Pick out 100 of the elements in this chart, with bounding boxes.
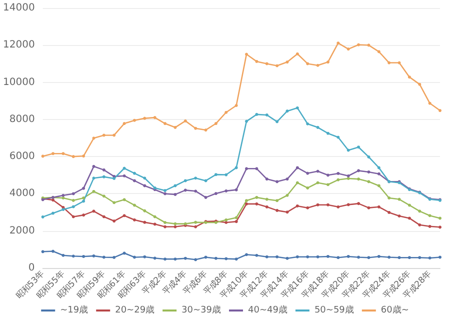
point [316,181,320,184]
point [82,186,86,190]
point [296,255,299,258]
point [194,258,198,262]
point [377,50,380,54]
point [438,226,442,229]
point [184,179,187,182]
legend-label: 40~49歳 [248,304,288,316]
point [204,179,208,182]
point [377,184,380,188]
point [316,126,320,129]
point [306,255,310,258]
point [367,180,370,184]
point [306,62,310,66]
point [326,132,330,135]
point [204,196,208,199]
point [122,198,126,202]
point [357,146,360,149]
point [112,220,116,223]
point [428,256,432,260]
point [143,220,146,224]
point [164,258,167,261]
point [122,252,126,255]
point [388,61,391,64]
point [143,176,146,180]
point [72,198,75,202]
point [346,174,350,178]
point [174,225,177,228]
point [122,214,126,218]
point [367,256,370,260]
point [224,257,228,260]
point [132,204,136,207]
point [102,194,106,198]
line-series [41,164,442,202]
point [132,218,136,222]
point [143,255,146,258]
point [286,210,289,214]
point [255,196,258,199]
point [296,106,299,110]
point [276,64,279,68]
point [234,104,238,107]
point [388,210,391,214]
point [194,126,198,130]
y-tick-label: 12000 [3,40,35,51]
point [306,206,310,210]
point [255,254,258,257]
point [41,154,44,158]
point [245,199,248,202]
legend-label: 20~29歳 [115,304,155,316]
line-series [41,106,442,218]
point [52,250,54,253]
point [306,122,310,126]
point [276,208,279,212]
point [194,190,198,193]
point [367,206,370,210]
point [346,148,350,152]
point [143,209,146,212]
point [194,220,198,224]
point [102,256,106,259]
point [102,134,106,137]
point [398,214,401,218]
point [357,256,360,259]
point [418,223,422,226]
point [367,44,370,47]
point [245,167,248,170]
point [346,48,350,51]
point [367,170,370,174]
point [408,216,411,220]
point [224,173,228,176]
point [234,216,238,220]
point [398,61,401,64]
point [336,256,340,260]
point [153,222,156,226]
y-tick-label: 4000 [9,188,35,200]
point [296,204,299,208]
point [398,198,401,201]
point [408,204,411,207]
point [428,224,432,228]
y-tick-label: 14000 [3,2,35,14]
point [377,172,380,176]
point [174,222,177,226]
point [143,116,146,120]
point [276,180,279,184]
point [204,256,208,259]
legend-label: 60歳~ [380,304,409,316]
point [234,188,238,192]
point [357,43,360,46]
point [255,202,258,206]
point [72,254,75,258]
point [184,188,187,192]
point [438,216,442,220]
point [153,256,156,260]
point [336,172,340,175]
point [234,166,238,170]
point [234,258,238,261]
point [62,254,65,257]
legend-label: 50~59歳 [314,304,354,316]
point [286,60,289,64]
point [102,175,106,178]
point [122,166,126,170]
